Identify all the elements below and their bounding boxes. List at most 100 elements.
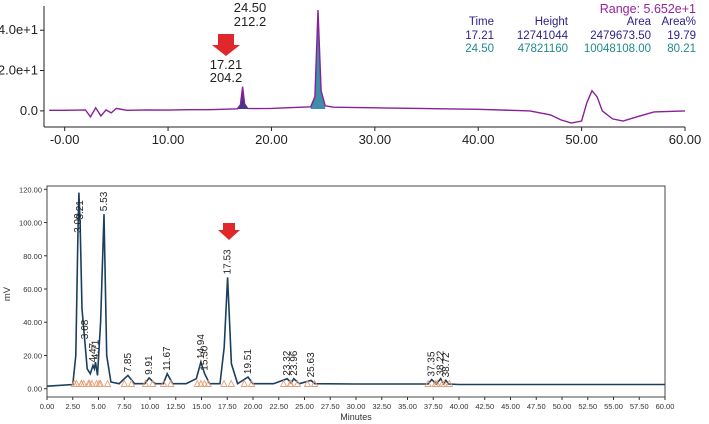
bottom-plot-frame: [46, 185, 666, 398]
bottom-x-tick-label: 52.50: [578, 402, 597, 411]
bottom-x-tick-label: 40.00: [450, 402, 469, 411]
bottom-peak-marker: [227, 379, 235, 387]
bottom-xlabel: Minutes: [340, 412, 372, 422]
table-row1-area: 2479673.50: [590, 30, 651, 42]
bottom-x-tick-label: 10.00: [141, 402, 160, 411]
top-x-tick-label: 40.00: [462, 132, 495, 147]
bottom-peak-label: 37.35: [427, 351, 438, 376]
bottom-x-tick-label: 37.50: [424, 402, 443, 411]
bottom-x-tick-label: 20.00: [244, 402, 263, 411]
bottom-peak-marker: [167, 379, 175, 387]
table-row2-time: 24.50: [465, 43, 494, 55]
bottom-x-tick-label: 42.50: [475, 402, 494, 411]
table-header-height: Height: [535, 16, 569, 28]
top-x-tick-label: 20.00: [255, 132, 288, 147]
table-row1-height: 12741044: [517, 30, 569, 42]
bottom-peak-label: 7.85: [123, 352, 134, 372]
bottom-x-tick-label: 7.50: [117, 402, 132, 411]
bottom-peak-label: 14.94: [196, 334, 207, 359]
table-header-area: Area: [627, 16, 652, 28]
top-y-tick-label: 0.0: [20, 103, 38, 118]
bottom-peak-marker: [220, 379, 228, 387]
top-chart: -0.00 10.00 20.00 30.00 40.00 50.00 60.00 0.0 2…: [0, 0, 701, 147]
peak-table: Time Height Area Area% 17.21 12741044 24…: [465, 16, 696, 55]
bottom-peak-label: 38.72: [441, 352, 452, 377]
bottom-peak-label: 11.67: [162, 346, 173, 371]
bottom-peak-arrow: [218, 223, 240, 240]
bottom-peak-label: 9.91: [144, 355, 155, 375]
bottom-x-tick-label: 35.00: [398, 402, 417, 411]
bottom-peak-marker: [438, 379, 446, 387]
bottom-y-tick-label: 80.00: [23, 252, 42, 261]
bottom-y-ticks: 0.00 20.00 40.00 60.00 80.00 100.00 120.00: [19, 185, 47, 394]
bottom-peak-marker: [247, 379, 256, 387]
bottom-peak-labels: 3.003.21 3.68 4.474.71 5.53 7.85 9.91 11.67 14.…: [73, 191, 452, 377]
bottom-x-tick-label: 12.50: [166, 402, 185, 411]
bottom-x-tick-label: 17.50: [218, 402, 237, 411]
bottom-y-tick-label: 120.00: [19, 185, 42, 194]
top-chart-axes: [43, 6, 685, 128]
bottom-x-tick-label: 55.00: [604, 402, 623, 411]
table-header-time: Time: [469, 16, 494, 28]
bottom-peak-marker: [96, 379, 105, 387]
table-row1-area-pct: 19.79: [667, 30, 696, 42]
bottom-x-tick-label: 30.00: [347, 402, 366, 411]
top-y-tick-label: 2.0e+1: [0, 63, 38, 78]
bottom-peak-marker: [310, 379, 319, 387]
bottom-chart: 0.00 2.50 5.00 7.50 10.00 12.50 15.00 17.50 20.0…: [2, 185, 674, 422]
bottom-peak-marker: [240, 379, 249, 387]
bottom-peak-marker: [159, 379, 168, 387]
bottom-peak-label: 4.47: [88, 342, 99, 362]
bottom-peak-label: 17.53: [223, 249, 234, 274]
top-x-tick-label: 10.00: [152, 132, 185, 147]
bottom-y-tick-label: 40.00: [23, 318, 42, 327]
bottom-chart-axes: [46, 185, 666, 398]
bottom-peak-marker: [193, 379, 202, 387]
bottom-peak-marker: [127, 379, 136, 387]
bottom-y-tick-label: 20.00: [23, 351, 42, 360]
bottom-peak-marker: [148, 379, 157, 387]
top-peak1-time-label: 17.21: [210, 57, 243, 72]
table-row1-time: 17.21: [465, 30, 494, 42]
bottom-x-tick-label: 5.00: [91, 402, 106, 411]
table-header-area-pct: Area%: [661, 16, 696, 28]
top-x-tick-label: 60.00: [669, 132, 702, 147]
bottom-y-tick-label: 100.00: [19, 219, 42, 228]
bottom-peak-label: 15.30: [200, 345, 211, 370]
bottom-peak-marker: [303, 379, 312, 387]
bottom-x-tick-label: 15.00: [192, 402, 211, 411]
bottom-x-ticks: 0.00 2.50 5.00 7.50 10.00 12.50 15.00 17.50 20.0…: [40, 397, 675, 411]
top-y-tick-label: 4.0e+1: [0, 22, 38, 37]
bottom-peak-marker: [120, 379, 129, 387]
bottom-y-tick-label: 60.00: [23, 285, 42, 294]
bottom-peak-marker: [103, 379, 112, 387]
bottom-peak-marker: [88, 379, 96, 387]
bottom-peak-label: 3.68: [80, 319, 91, 339]
bottom-peak-marker: [204, 379, 212, 387]
bottom-x-tick-label: 2.50: [65, 402, 80, 411]
bottom-x-tick-label: 60.00: [656, 402, 675, 411]
bottom-peak-marker: [77, 379, 86, 387]
bottom-peak-marker: [279, 379, 288, 387]
table-row2-height: 47821160: [518, 43, 568, 55]
bottom-peak-marker: [424, 379, 432, 387]
range-label: Range: 5.652e+1: [600, 2, 696, 16]
bottom-x-tick-label: 32.50: [372, 402, 391, 411]
top-peak1-value-label: 204.2: [210, 70, 243, 85]
bottom-trace-line: [46, 192, 665, 387]
bottom-peak-label: 38.22: [436, 350, 447, 375]
bottom-peak-markers: [70, 379, 454, 387]
bottom-peak-marker: [286, 379, 294, 387]
bottom-peak-label: 3.00: [73, 213, 84, 233]
bottom-x-tick-label: 27.50: [321, 402, 340, 411]
bottom-y-tick-label: 0.00: [27, 385, 42, 394]
top-x-tick-label: 30.00: [359, 132, 392, 147]
bottom-x-tick-label: 50.00: [553, 402, 572, 411]
bottom-ylabel: mV: [2, 286, 13, 301]
bottom-peak-marker: [433, 379, 441, 387]
table-row2-area-pct: 80.21: [667, 43, 696, 55]
bottom-x-tick-label: 57.50: [630, 402, 649, 411]
bottom-peak-marker: [72, 379, 81, 387]
bottom-peak-label: 4.71: [91, 339, 102, 359]
